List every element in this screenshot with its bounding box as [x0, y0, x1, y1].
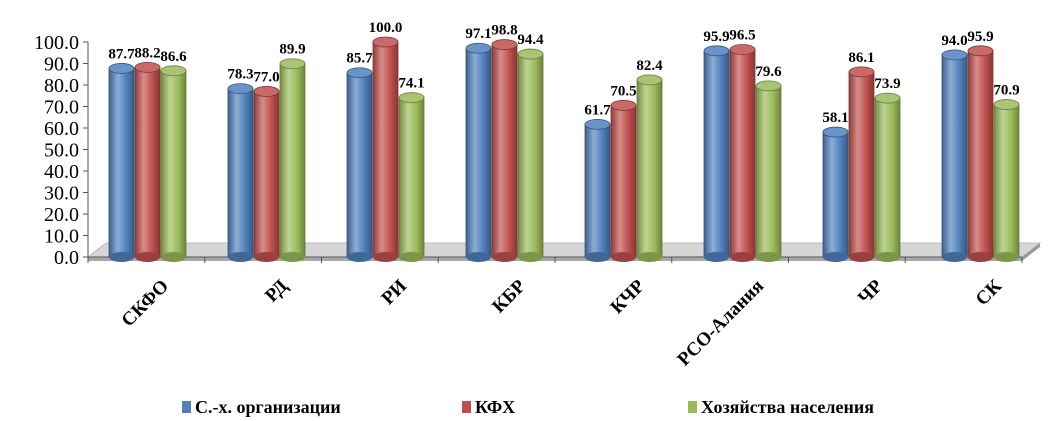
bar — [755, 80, 782, 262]
bar — [610, 100, 637, 262]
data-label: 58.1 — [822, 110, 848, 126]
bar — [491, 39, 518, 262]
x-tick-label: КБР — [488, 275, 530, 317]
bar — [636, 74, 663, 262]
bar — [874, 92, 901, 262]
bar — [967, 45, 994, 262]
x-tick-label: КЧР — [607, 275, 650, 318]
legend-label: Хозяйства населения — [701, 397, 874, 417]
data-label: 95.9 — [967, 29, 993, 45]
legend-item: С.-х. организации — [182, 397, 341, 417]
x-tick-label: РИ — [378, 276, 412, 310]
bar — [993, 99, 1020, 262]
bar — [822, 126, 849, 262]
data-label: 89.9 — [279, 42, 305, 58]
x-axis: СКФО РД РИ КБР КЧР РСО-Алания ЧР СК — [118, 275, 1007, 370]
data-label: 95.9 — [703, 29, 729, 45]
data-label: 98.8 — [491, 23, 517, 39]
data-label: 73.9 — [874, 76, 900, 92]
bar — [848, 66, 875, 262]
data-label: 86.1 — [848, 50, 874, 66]
bar — [941, 49, 968, 262]
data-label: 94.4 — [517, 32, 544, 48]
bar — [372, 36, 399, 262]
data-label: 74.1 — [398, 76, 424, 92]
y-tick-label: 10.0 — [44, 226, 79, 248]
data-label: 78.3 — [227, 67, 253, 83]
bar — [346, 67, 373, 262]
legend-swatch — [182, 401, 191, 413]
data-label: 87.7 — [108, 46, 135, 62]
legend-label: С.-х. организации — [195, 397, 341, 417]
data-label: 70.9 — [993, 83, 1019, 99]
bar — [729, 44, 756, 262]
legend-swatch — [462, 401, 471, 413]
y-tick-label: 40.0 — [44, 161, 79, 183]
bar — [465, 42, 492, 262]
y-tick-label: 90.0 — [44, 54, 79, 76]
data-label: 94.0 — [941, 33, 967, 49]
bar — [227, 83, 254, 262]
data-label: 79.6 — [755, 64, 782, 80]
x-tick-label: СК — [972, 276, 1006, 310]
bar — [253, 86, 280, 262]
y-tick-label: 50.0 — [44, 140, 79, 162]
y-tick-label: 20.0 — [44, 204, 79, 226]
x-tick-label: ЧР — [854, 275, 887, 308]
data-label: 77.0 — [253, 69, 279, 85]
x-tick-label: РД — [261, 276, 292, 307]
data-label: 100.0 — [369, 20, 403, 36]
floor-side — [1022, 243, 1040, 261]
legend-label: КФХ — [475, 397, 515, 417]
bar — [279, 58, 306, 262]
legend-item: Хозяйства населения — [688, 397, 874, 417]
y-tick-label: 80.0 — [44, 75, 79, 97]
bar — [703, 45, 730, 262]
data-labels: 87.7 88.2 86.6 78.3 77.089.9 85.7 100.0 74.1 97.… — [108, 20, 1019, 126]
data-label: 82.4 — [636, 58, 663, 74]
data-label: 61.7 — [584, 102, 611, 118]
legend-swatch — [688, 401, 697, 413]
x-tick-label: СКФО — [118, 276, 173, 331]
bar — [160, 65, 187, 262]
y-tick-label: 60.0 — [44, 118, 79, 140]
data-label: 97.1 — [465, 26, 491, 42]
bar — [134, 61, 161, 262]
y-tick-label: 30.0 — [44, 183, 79, 205]
bars — [108, 36, 1020, 262]
bar — [584, 118, 611, 262]
y-tick-label: 70.0 — [44, 97, 79, 119]
bar — [108, 63, 135, 262]
data-label: 88.2 — [134, 45, 160, 61]
data-label: 70.5 — [610, 83, 636, 99]
y-tick-label: 0.0 — [54, 247, 79, 269]
data-label: 96.5 — [729, 28, 755, 44]
bar — [517, 48, 544, 262]
legend: С.-х. организации КФХ Хозяйства населения — [182, 397, 874, 417]
y-axis: 0.010.020.030.040.050.060.070.080.090.01… — [34, 32, 1023, 269]
bar — [398, 92, 425, 262]
x-tick-label: РСО-Алания — [673, 276, 768, 371]
y-tick-label: 100.0 — [34, 32, 79, 54]
data-label: 86.6 — [160, 49, 187, 65]
legend-item: КФХ — [462, 397, 515, 417]
data-label: 85.7 — [346, 51, 373, 67]
